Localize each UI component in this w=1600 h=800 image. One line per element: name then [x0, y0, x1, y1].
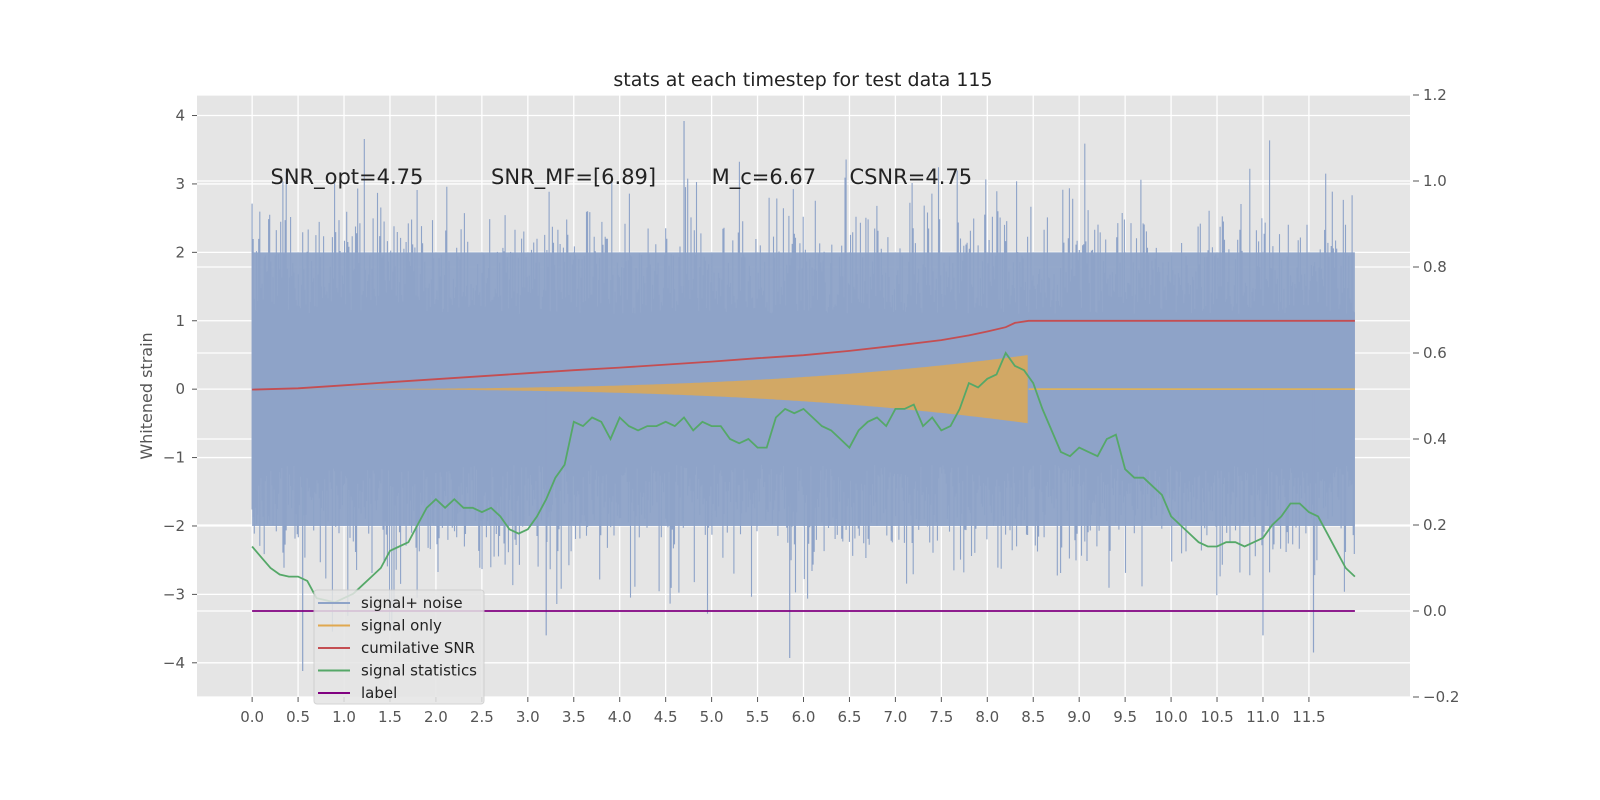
x-tick-label: 11.5	[1292, 708, 1325, 726]
y-right-tick-label: 0.8	[1423, 258, 1447, 276]
series-line-2	[252, 319, 1355, 391]
x-tick-label: 10.5	[1200, 708, 1233, 726]
chart-title: stats at each timestep for test data 115	[613, 69, 992, 91]
x-tick-label: 10.0	[1154, 708, 1187, 726]
x-axis: 0.0 0.5 1.0 1.5 2.0 2.5 3.0 3.5 4.0 4.5 5.0 5.5 6.0 6…	[240, 697, 1326, 726]
annotation-0: SNR_opt=4.75	[271, 165, 424, 190]
y-tick-label: −3	[163, 585, 185, 603]
y-axis-label: Whitened strain	[137, 332, 156, 459]
y-tick-label: −2	[163, 517, 185, 535]
legend-label: cumilative SNR	[361, 639, 475, 657]
x-tick-label: 3.0	[516, 708, 540, 726]
annotation-3: CSNR=4.75	[849, 165, 972, 189]
chirp-envelope	[252, 355, 1028, 424]
legend-label: signal only	[361, 617, 442, 635]
x-tick-label: 7.0	[883, 708, 907, 726]
x-tick-label: 5.5	[746, 708, 770, 726]
y-right-tick-label: −0.2	[1423, 688, 1459, 706]
legend: signal+ noise signal only cumilative SNR si…	[313, 589, 485, 705]
annotation-2: M_c=6.67	[712, 165, 817, 190]
y-tick-label: 2	[175, 243, 185, 261]
y-right-tick-label: 0.6	[1423, 344, 1447, 362]
x-tick-label: 11.0	[1246, 708, 1279, 726]
legend-label: label	[361, 684, 397, 702]
legend-box	[313, 589, 485, 705]
y-right-tick-label: 1.2	[1423, 86, 1447, 104]
y-right-tick-label: 0.4	[1423, 430, 1447, 448]
x-tick-label: 4.0	[608, 708, 632, 726]
y-tick-label: −4	[163, 654, 185, 672]
y-right-tick-label: 0.2	[1423, 516, 1447, 534]
x-tick-label: 7.5	[929, 708, 953, 726]
x-tick-label: 0.5	[286, 708, 310, 726]
x-tick-label: 2.5	[470, 708, 494, 726]
y-tick-label: 1	[175, 312, 185, 330]
x-tick-label: 1.0	[332, 708, 356, 726]
legend-label: signal+ noise	[361, 594, 463, 612]
y-axis-right: −0.2 0.0 0.2 0.4 0.6 0.8 1.0 1.2	[1413, 86, 1459, 706]
x-tick-label: 8.5	[1021, 708, 1045, 726]
x-tick-label: 9.5	[1113, 708, 1137, 726]
y-tick-label: 4	[175, 107, 185, 125]
x-tick-label: 6.5	[838, 708, 862, 726]
series-line-3	[251, 351, 1356, 604]
x-tick-label: 8.0	[975, 708, 999, 726]
x-tick-label: 3.5	[562, 708, 586, 726]
signal-only-series	[252, 355, 1355, 424]
y-right-tick-label: 1.0	[1423, 172, 1447, 190]
legend-label: signal statistics	[361, 662, 477, 680]
x-tick-label: 1.5	[378, 708, 402, 726]
x-tick-label: 5.0	[700, 708, 724, 726]
y-axis-left: −4 −3 −2 −1 0 1 2 3 4	[163, 107, 197, 672]
x-tick-label: 0.0	[240, 708, 264, 726]
x-tick-label: 9.0	[1067, 708, 1091, 726]
x-tick-label: 4.5	[654, 708, 678, 726]
y-right-tick-label: 0.0	[1423, 602, 1447, 620]
annotations: SNR_opt=4.75 SNR_MF=[6.89] M_c=6.67 CSNR=4.…	[271, 165, 973, 190]
y-tick-label: −1	[163, 449, 185, 467]
x-tick-label: 2.0	[424, 708, 448, 726]
y-tick-label: 0	[175, 380, 185, 398]
x-tick-label: 6.0	[792, 708, 816, 726]
y-tick-label: 3	[175, 175, 185, 193]
annotation-1: SNR_MF=[6.89]	[491, 165, 656, 190]
